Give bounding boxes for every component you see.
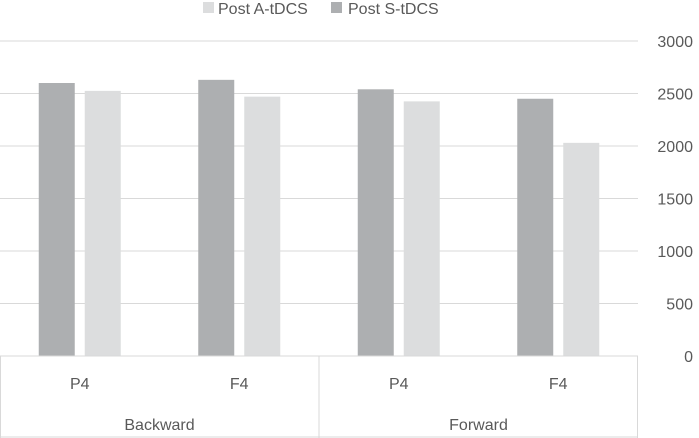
legend: Post A-tDCS Post S-tDCS <box>203 1 439 18</box>
bar-post-s-tdcs-3 <box>517 98 554 356</box>
x-category-label: F4 <box>230 376 249 393</box>
bars <box>38 79 600 357</box>
bar-post-s-tdcs-1 <box>198 79 235 356</box>
x-category-label: P4 <box>70 376 90 393</box>
legend-swatch <box>331 2 342 13</box>
legend-label: Post A-tDCS <box>218 1 308 18</box>
bar-post-a-tdcs-0 <box>84 90 121 356</box>
y-tick-label: 1500 <box>657 192 693 209</box>
y-tick-label: 3000 <box>657 34 693 51</box>
x-group-label: Backward <box>124 417 194 434</box>
legend-label: Post S-tDCS <box>348 1 439 18</box>
y-tick-label: 500 <box>666 297 693 314</box>
y-tick-label: 1000 <box>657 244 693 261</box>
y-tick-label: 2500 <box>657 87 693 104</box>
bar-post-a-tdcs-2 <box>403 101 440 356</box>
x-group-label: Forward <box>449 417 508 434</box>
bar-post-s-tdcs-0 <box>38 83 75 356</box>
y-tick-label: 2000 <box>657 139 693 156</box>
y-tick-label: 0 <box>684 349 693 366</box>
x-category-label: F4 <box>549 376 568 393</box>
x-axis: P4 F4 Backward P4 F4 Forward <box>0 355 638 438</box>
legend-swatch <box>203 2 214 13</box>
x-category-label: P4 <box>389 376 409 393</box>
bar-post-a-tdcs-1 <box>244 96 281 357</box>
bar-post-a-tdcs-3 <box>563 142 600 356</box>
bar-post-s-tdcs-2 <box>357 89 394 357</box>
y-axis-ticks: 0 500 1000 1500 2000 2500 3000 <box>657 34 693 366</box>
